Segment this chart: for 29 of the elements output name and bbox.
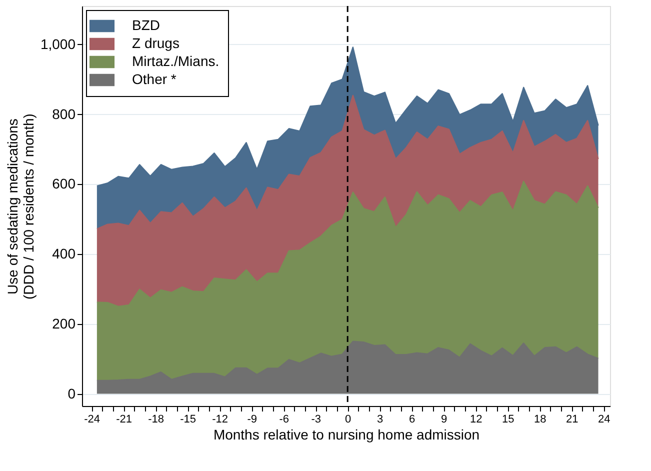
x-tick-label: 6 <box>409 414 416 426</box>
x-tick-label: -9 <box>247 414 257 426</box>
x-tick-label: -24 <box>84 414 100 426</box>
x-tick-label: 0 <box>345 414 352 426</box>
y-axis-title: Use of sedating medications (DDD / 100 residents / month) <box>4 114 36 300</box>
x-tick-label: 24 <box>598 414 610 426</box>
x-tick-label: -6 <box>279 414 289 426</box>
legend-label: Other * <box>132 71 177 87</box>
y-tick-label: 400 <box>52 246 76 262</box>
legend-label: Mirtaz./Mians. <box>132 53 220 69</box>
y-tick-label: 1,000 <box>40 36 76 52</box>
x-tick-label: 12 <box>470 414 482 426</box>
legend-label: Z drugs <box>132 35 180 51</box>
x-tick-label: 18 <box>534 414 546 426</box>
x-axis-title: Months relative to nursing home admission <box>213 426 480 442</box>
x-tick-label: 9 <box>441 414 448 426</box>
legend-label: BZD <box>132 17 160 33</box>
y-tick-label: 200 <box>52 315 76 332</box>
x-tick-label: -3 <box>311 414 321 426</box>
x-tick-label: -18 <box>148 414 164 426</box>
x-tick-label: 3 <box>377 414 384 426</box>
y-tick-label: 600 <box>52 176 76 192</box>
y-tick-label: 0 <box>68 385 76 402</box>
x-tick-label: -12 <box>212 414 228 426</box>
x-tick-label: 21 <box>566 414 578 426</box>
x-tick-label: 15 <box>502 414 514 426</box>
x-tick-label: -21 <box>116 414 132 426</box>
x-tick-label: -15 <box>180 414 196 426</box>
y-tick-label: 800 <box>52 106 76 122</box>
